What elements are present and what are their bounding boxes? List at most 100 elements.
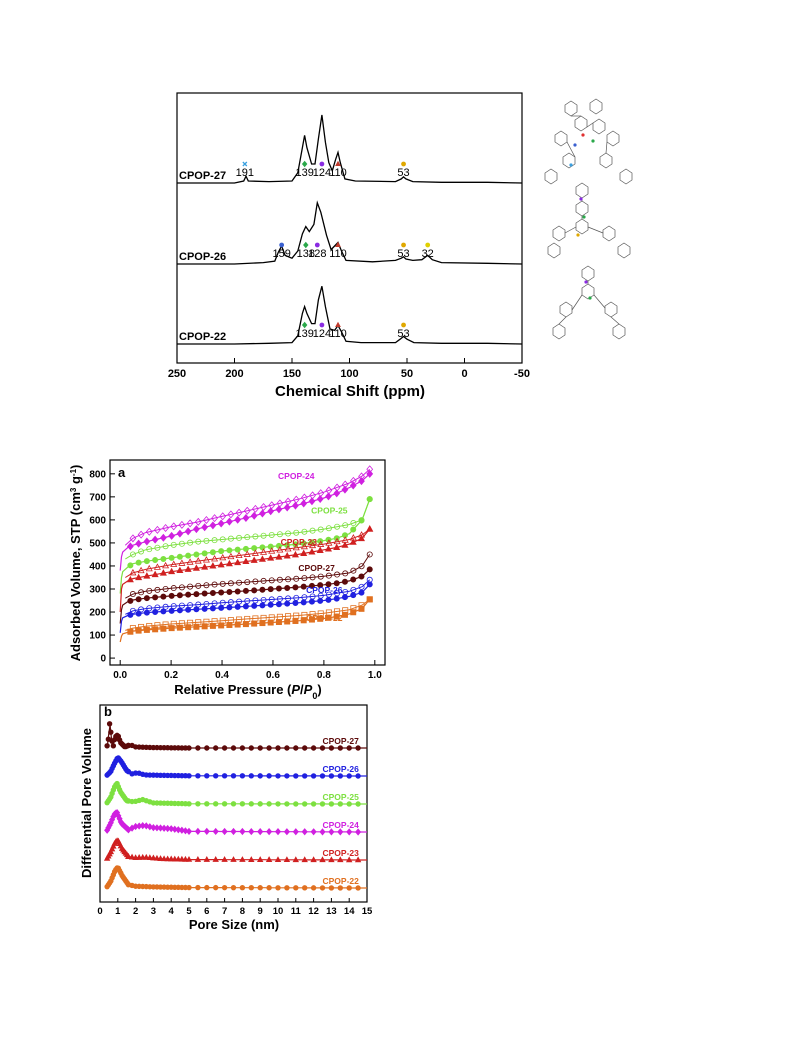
isotherm-adsorption-point [251,587,258,594]
isotherm-desorption-point [227,599,234,606]
isotherm-adsorption-point [349,481,357,490]
pore-data-point [239,827,246,836]
isotherm-desorption-point [219,599,226,606]
pore-data-point [221,827,228,836]
isotherm-adsorption-point [135,573,143,581]
isotherm-desorption-point [138,589,145,596]
isotherm-adsorption-point [333,543,341,550]
isotherm-desorption-point [292,543,300,551]
pore-data-point [346,828,353,836]
isotherm-adsorption-point [317,582,324,589]
isotherm-series: CPOP-25 [119,496,373,594]
isotherm-adsorption-point [341,594,348,601]
isotherm-series: CPOP-23 [119,525,374,613]
isotherm-adsorption-point [226,604,233,611]
isotherm-adsorption-point [341,578,348,585]
pore-data-point [337,773,343,779]
pore-data-point [212,827,219,836]
isotherm-desorption-point [211,514,218,523]
isotherm-desorption-point [293,594,300,601]
nmr-peak-label: 124 [313,328,331,340]
isotherm-adsorption-point [160,555,167,562]
isotherm-desorption-point [162,561,170,569]
isotherm-desorption-point [252,578,259,585]
isotherm-desorption-point [235,551,243,559]
isotherm-adsorption-point [292,600,299,607]
pore-y-label: Differential Pore Volume [79,728,94,878]
isotherm-desorption-point [350,520,357,527]
isotherm-adsorption-point [300,499,308,508]
isotherm-adsorption-point [193,525,200,534]
isotherm-desorption-point [146,546,153,553]
nmr-peak-marker [335,321,341,328]
pore-data-point [204,801,210,807]
pore-data-point [256,856,264,862]
isotherm-adsorption-point [341,541,349,548]
nmr-peak-marker [401,242,406,248]
isotherm-adsorption-point [192,564,200,571]
isotherm-desorption-point [358,517,365,524]
isotherm-desorption-point [145,564,153,572]
pore-data-point [345,856,353,863]
pore-data-point [355,773,361,779]
pore-data-point [265,856,273,862]
isotherm-desorption-point [285,613,292,620]
isotherm-desorption-point [236,616,243,623]
isotherm-y-tick-label: 400 [89,561,106,572]
pore-data-point [292,828,299,836]
pore-data-point [110,743,117,749]
isotherm-adsorption-point [242,587,249,594]
pore-data-point [107,848,115,855]
nmr-frame [176,92,523,364]
nmr-peak-label: 53 [397,328,409,340]
isotherm-adsorption-point [234,515,242,524]
nmr-peak-label: 139 [295,328,313,340]
isotherm-adsorption-point [358,573,365,580]
pore-data-point [266,885,272,891]
pore-data-point [230,745,237,751]
isotherm-desorption-point [260,596,267,603]
isotherm-adsorption-point [291,550,299,558]
isotherm-series-label: CPOP-24 [278,471,315,481]
isotherm-desorption-point [203,515,210,524]
pore-data-point [301,856,308,863]
isotherm-desorption-point [268,531,275,538]
isotherm-adsorption-point [275,601,282,608]
isotherm-adsorption-point [184,565,192,572]
pore-x-tick-label: 5 [186,906,192,917]
isotherm-desorption-point [186,558,194,565]
isotherm-adsorption-point [325,596,332,603]
isotherm-desorption-point [325,572,332,579]
pore-data-point [284,801,290,807]
isotherm-x-tick-label: 0.2 [164,670,178,681]
isotherm-desorption-point [341,480,349,489]
isotherm-desorption-point [284,544,292,552]
pore-data-point [168,825,175,833]
isotherm-adsorption-point [284,600,291,607]
pore-data-point [221,801,228,807]
isotherm-desorption-point [227,617,234,624]
isotherm-desorption-point [325,486,333,495]
isotherm-desorption-point [285,595,292,602]
isotherm-adsorption-point [242,621,249,628]
isotherm-adsorption-point [275,619,282,626]
pore-data-point [239,745,246,751]
isotherm-desorption-point [129,568,137,576]
isotherm-adsorption-point [226,621,233,628]
pore-data-point [182,827,189,835]
pore-data-point [310,828,317,836]
isotherm-desorption-point [129,534,137,543]
isotherm-adsorption-point [267,507,275,516]
pore-data-point [328,885,335,891]
isotherm-desorption-point [219,512,227,521]
isotherm-desorption-point [341,536,349,543]
isotherm-desorption-point [178,559,186,566]
isotherm-desorption-point [334,608,341,615]
isotherm-adsorption-point [151,570,159,578]
isotherm-series-group: CPOP-24 CPOP-25 CPOP-23 CPOP-27 CPOP-26 CPOP-… [119,465,374,643]
pore-data-point [302,885,308,891]
nmr-series-label: CPOP-26 [179,251,226,263]
isotherm-desorption-point [325,525,332,532]
nmr-peak-marker [242,161,248,167]
pore-data-point [346,745,352,751]
